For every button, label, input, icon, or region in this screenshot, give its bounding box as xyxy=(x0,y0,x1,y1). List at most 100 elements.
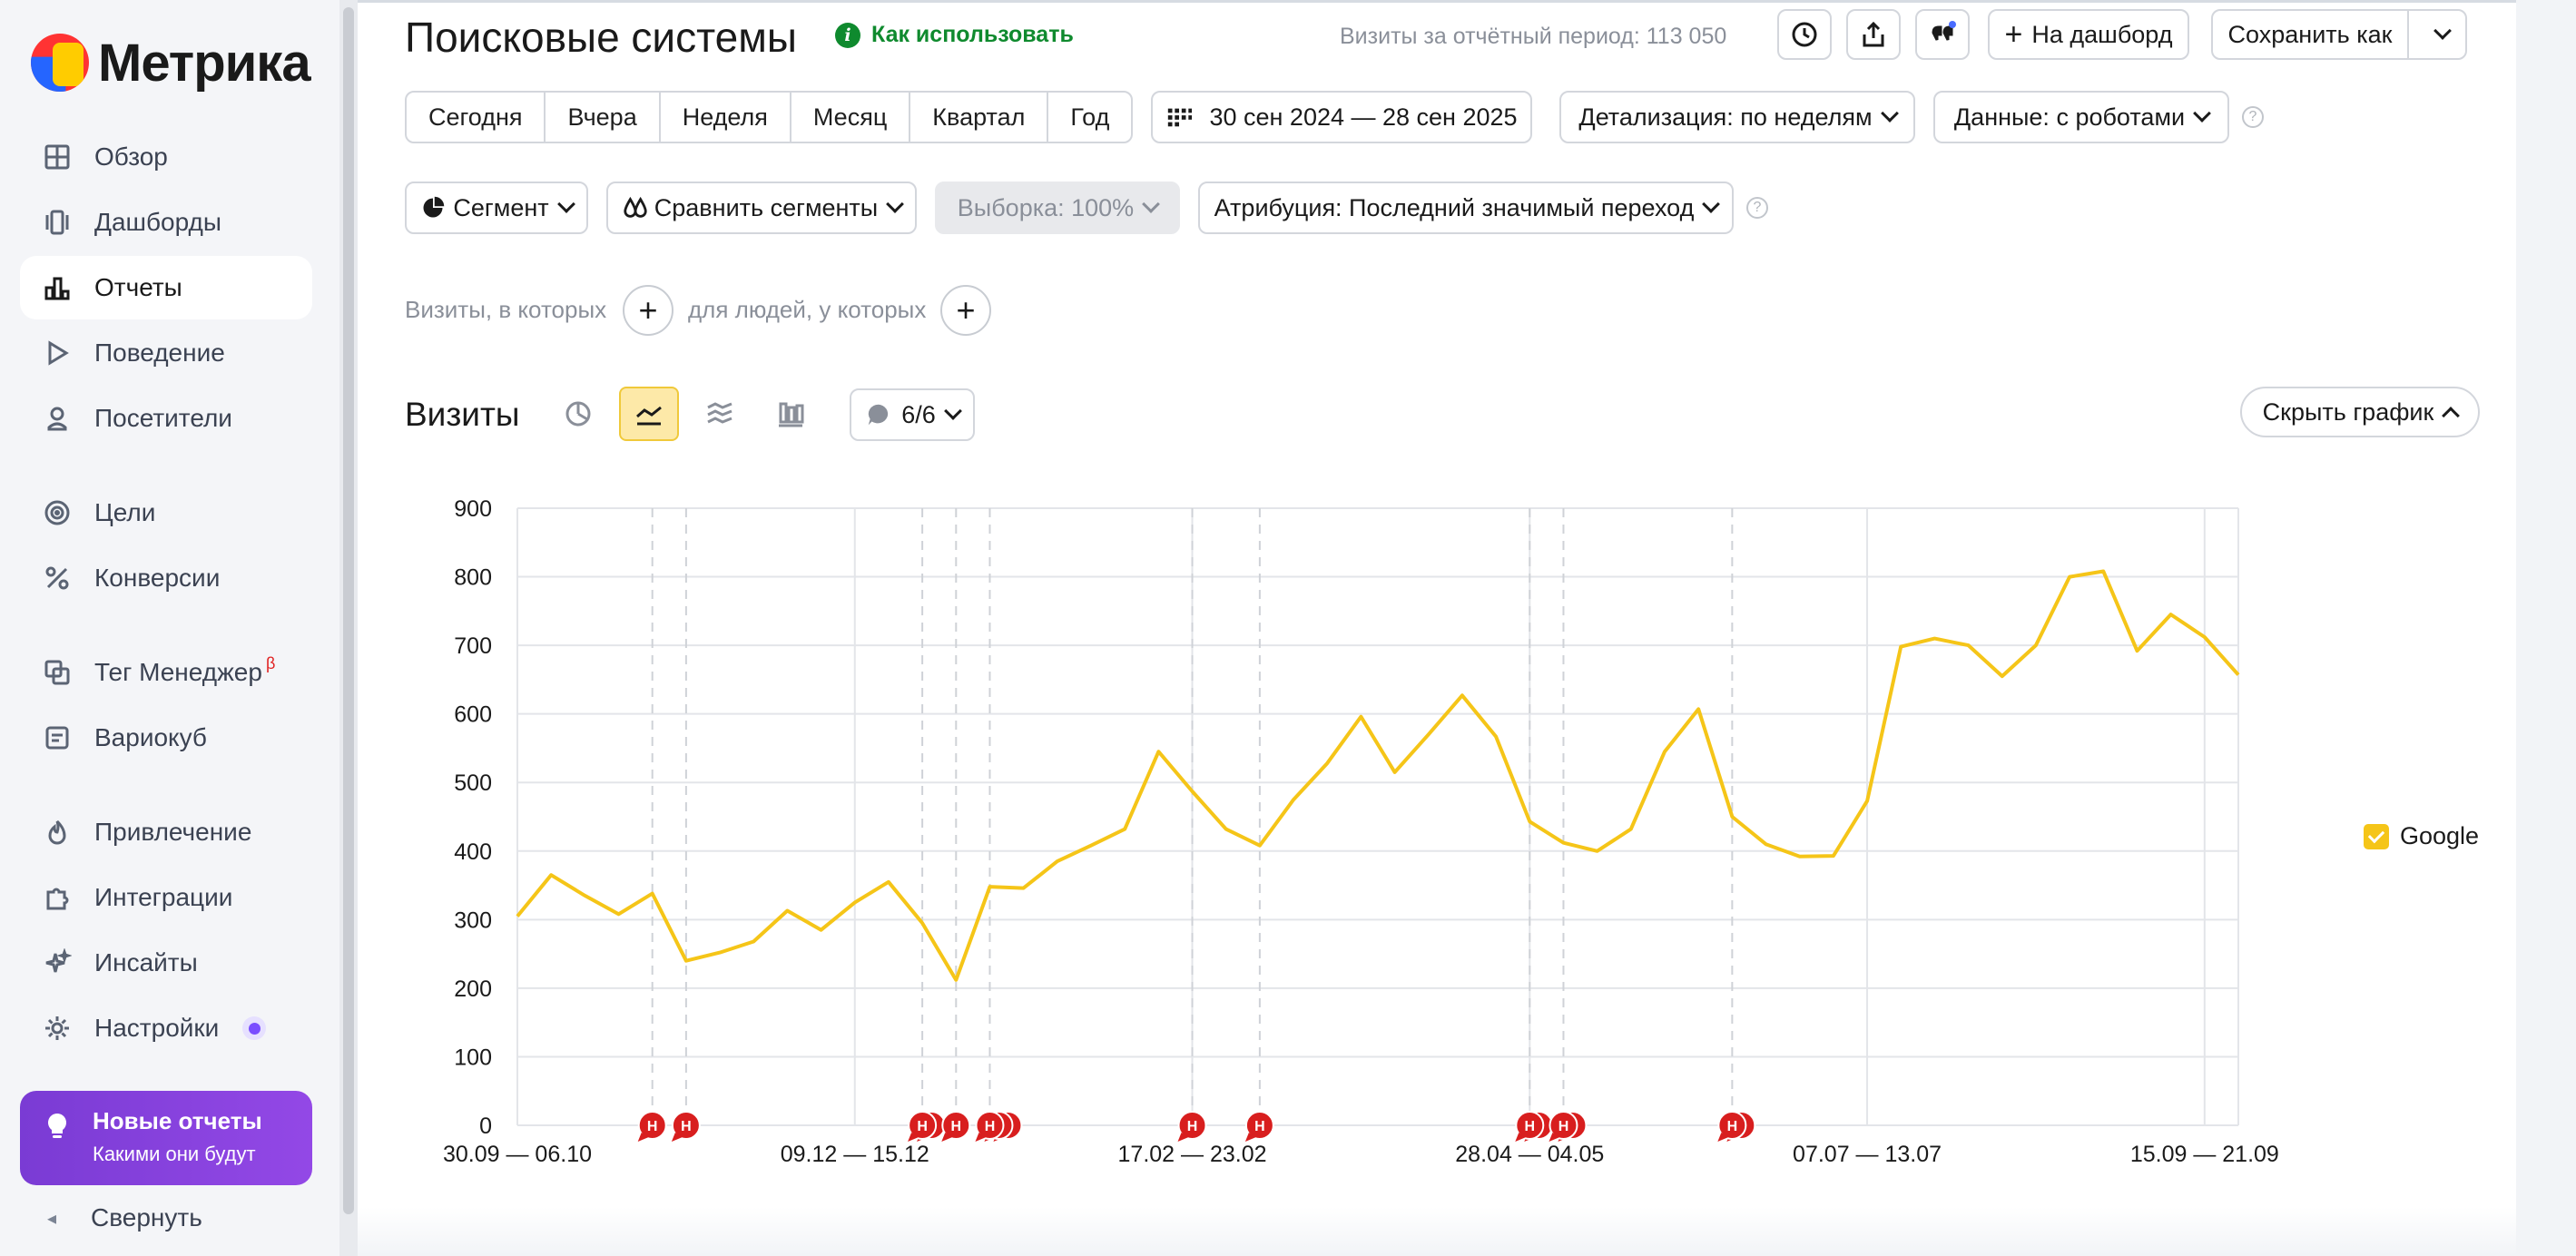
chevron-down-icon xyxy=(943,402,962,420)
visits-condition-label: Визиты, в которых xyxy=(405,296,607,323)
sidebar-item-visitors[interactable]: Посетители xyxy=(20,387,312,450)
legend-label-google: Google xyxy=(2400,822,2480,849)
y-tick-label: 500 xyxy=(454,770,492,796)
share-icon xyxy=(1863,21,1884,47)
sidebar-item-settings[interactable]: Настройки xyxy=(20,996,312,1060)
annotation-marker[interactable]: Н xyxy=(1717,1111,1747,1142)
legend-checkbox-google[interactable] xyxy=(2364,823,2389,849)
period-year[interactable]: Год xyxy=(1070,103,1110,131)
attribution-dropdown[interactable]: Атрибуция: Последний значимый переход xyxy=(1198,182,1734,234)
sidebar-item-dashboards[interactable]: Дашборды xyxy=(20,191,312,254)
add-to-dashboard-button[interactable]: + На дашборд xyxy=(1988,9,2189,60)
date-range-picker[interactable]: 30 сен 2024 — 28 сен 2025 xyxy=(1151,91,1532,143)
segment-dropdown[interactable]: Сегмент xyxy=(405,182,588,234)
sidebar-item-label: Обзор xyxy=(94,142,168,171)
annotation-marker[interactable]: Н xyxy=(671,1111,701,1142)
annotation-marker[interactable]: Н xyxy=(941,1111,971,1142)
sidebar-item-variocube[interactable]: Вариокуб xyxy=(20,706,312,770)
sidebar: Метрика Обзор Дашборды Отчеты Поведение … xyxy=(0,0,339,1256)
chevron-down-icon xyxy=(2433,22,2452,40)
x-tick-label: 07.07 — 13.07 xyxy=(1793,1142,1942,1167)
add-visit-condition-button[interactable]: + xyxy=(623,285,673,336)
save-as-label: Сохранить как xyxy=(2227,20,2393,48)
sidebar-item-goals[interactable]: Цели xyxy=(20,481,312,545)
detail-dropdown[interactable]: Детализация: по неделям xyxy=(1559,91,1915,143)
assistant-icon xyxy=(1932,21,1956,41)
people-condition-label: для людей, у которых xyxy=(688,296,927,323)
metrika-logo[interactable]: Метрика xyxy=(31,33,311,93)
new-reports-promo[interactable]: Новые отчеты Какими они будут xyxy=(20,1091,312,1185)
annotation-marker[interactable]: Н xyxy=(1177,1111,1207,1142)
tag-manager-icon xyxy=(42,657,73,688)
beta-badge: β xyxy=(265,653,276,672)
pie-chart-view-button[interactable] xyxy=(548,387,608,441)
area-chart-view-button[interactable] xyxy=(690,387,750,441)
annotation-marker[interactable]: Н xyxy=(1549,1111,1578,1142)
bar-chart-view-button[interactable] xyxy=(761,387,821,441)
x-tick-label: 15.09 — 21.09 xyxy=(2130,1142,2279,1167)
add-people-condition-button[interactable]: + xyxy=(940,285,991,336)
chevron-up-icon xyxy=(2442,407,2461,425)
dashboards-icon xyxy=(42,207,73,238)
line-chart-view-button[interactable] xyxy=(619,387,679,441)
annotation-marker[interactable]: Н xyxy=(1244,1111,1274,1142)
segment-label: Сегмент xyxy=(453,193,549,221)
annotation-marker[interactable]: Н xyxy=(1515,1111,1545,1142)
annotation-marker[interactable]: Н xyxy=(637,1111,667,1142)
period-yesterday[interactable]: Вчера xyxy=(546,93,661,142)
sidebar-item-conversions[interactable]: Конверсии xyxy=(20,546,312,610)
hide-chart-button[interactable]: Скрыть график xyxy=(2240,387,2480,437)
annotation-marker[interactable]: Н xyxy=(908,1111,938,1142)
y-tick-label: 900 xyxy=(454,496,492,522)
chevron-down-icon xyxy=(556,195,575,213)
x-tick-label: 30.09 — 06.10 xyxy=(443,1142,592,1167)
sidebar-item-label: Отчеты xyxy=(94,273,182,301)
grid-icon xyxy=(42,142,73,172)
export-button[interactable] xyxy=(1846,9,1901,60)
svg-text:Н: Н xyxy=(681,1119,692,1134)
annotation-marker[interactable]: Н xyxy=(975,1111,1005,1142)
help-icon[interactable]: ? xyxy=(2242,106,2264,128)
bar-chart-icon xyxy=(42,272,73,303)
sidebar-item-behavior[interactable]: Поведение xyxy=(20,321,312,385)
period-quarter[interactable]: Квартал xyxy=(910,93,1049,142)
svg-text:Н: Н xyxy=(917,1119,928,1134)
how-to-use-link[interactable]: i Как использовать xyxy=(835,22,1074,48)
save-as-dropdown-button[interactable] xyxy=(2407,9,2467,60)
sidebar-item-integrations[interactable]: Интеграции xyxy=(20,866,312,929)
sidebar-scrollbar[interactable] xyxy=(339,0,358,1256)
svg-text:Н: Н xyxy=(1558,1119,1569,1134)
compare-segments-dropdown[interactable]: Сравнить сегменты xyxy=(606,182,917,234)
svg-text:Н: Н xyxy=(1727,1119,1738,1134)
help-icon[interactable]: ? xyxy=(1746,197,1768,219)
period-week[interactable]: Неделя xyxy=(661,93,791,142)
sidebar-item-label: Цели xyxy=(94,498,156,526)
gear-icon xyxy=(42,1013,73,1044)
sidebar-item-acquisition[interactable]: Привлечение xyxy=(20,800,312,864)
stacked-bar-icon xyxy=(779,402,804,427)
user-icon xyxy=(42,403,73,434)
save-as-button[interactable]: Сохранить как xyxy=(2211,9,2409,60)
sidebar-item-tag-manager[interactable]: Тег Менеджер β xyxy=(20,641,312,704)
data-dropdown[interactable]: Данные: с роботами xyxy=(1933,91,2229,143)
info-icon: i xyxy=(835,22,860,48)
sidebar-item-insights[interactable]: Инсайты xyxy=(20,931,312,995)
collapse-label: Свернуть xyxy=(91,1203,202,1231)
sidebar-item-reports[interactable]: Отчеты xyxy=(20,256,312,319)
svg-text:Н: Н xyxy=(1254,1119,1265,1134)
svg-text:Н: Н xyxy=(1525,1119,1536,1134)
sidebar-item-label: Интеграции xyxy=(94,883,233,911)
plus-icon: + xyxy=(2004,16,2023,52)
compare-drops-icon xyxy=(624,196,647,218)
annotations-dropdown[interactable]: 6/6 xyxy=(850,388,975,441)
collapse-sidebar-button[interactable]: ◂ Свернуть xyxy=(47,1203,202,1232)
assistant-button[interactable] xyxy=(1915,9,1970,60)
annotations-count: 6/6 xyxy=(901,400,936,428)
period-today[interactable]: Сегодня xyxy=(407,93,546,142)
visits-total: Визиты за отчётный период: 113 050 xyxy=(1340,24,1727,49)
sidebar-item-overview[interactable]: Обзор xyxy=(20,125,312,189)
history-button[interactable] xyxy=(1777,9,1832,60)
period-month[interactable]: Месяц xyxy=(791,93,911,142)
metrika-logo-icon xyxy=(31,34,89,92)
sample-dropdown[interactable]: Выборка: 100% xyxy=(935,182,1180,234)
